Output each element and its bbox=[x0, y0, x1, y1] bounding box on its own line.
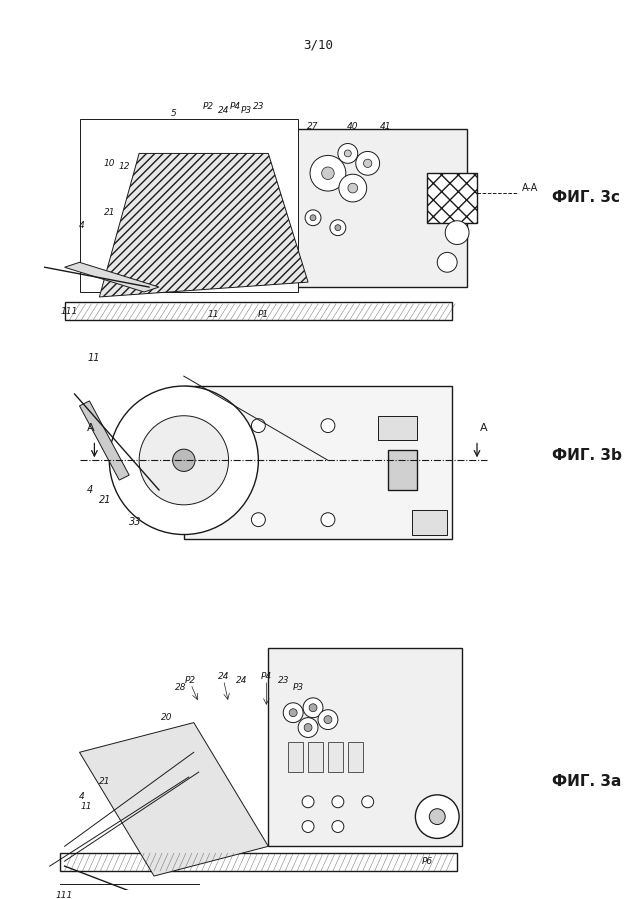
Bar bbox=[60, 853, 457, 871]
Bar bbox=[65, 302, 452, 320]
Bar bbox=[328, 743, 343, 772]
Circle shape bbox=[332, 796, 344, 807]
Text: P4: P4 bbox=[260, 672, 272, 681]
Text: 41: 41 bbox=[380, 122, 391, 131]
Bar bbox=[348, 743, 363, 772]
Circle shape bbox=[302, 796, 314, 807]
Text: 40: 40 bbox=[347, 122, 358, 131]
Circle shape bbox=[321, 419, 335, 432]
Bar bbox=[79, 119, 298, 292]
Text: 24: 24 bbox=[218, 672, 229, 681]
Circle shape bbox=[298, 717, 318, 737]
Polygon shape bbox=[65, 263, 159, 292]
Circle shape bbox=[364, 159, 372, 167]
Circle shape bbox=[356, 151, 380, 175]
Circle shape bbox=[348, 183, 358, 193]
Bar bbox=[184, 386, 452, 539]
Text: ФИГ. 3b: ФИГ. 3b bbox=[552, 448, 621, 463]
Circle shape bbox=[415, 795, 459, 839]
Bar bbox=[268, 129, 467, 287]
Circle shape bbox=[252, 419, 266, 432]
Text: P2: P2 bbox=[203, 102, 214, 111]
Text: 20: 20 bbox=[161, 713, 173, 722]
Circle shape bbox=[322, 167, 334, 180]
Polygon shape bbox=[79, 401, 129, 480]
Circle shape bbox=[139, 415, 228, 505]
Text: 3/10: 3/10 bbox=[303, 38, 333, 51]
Text: ФИГ. 3с: ФИГ. 3с bbox=[552, 191, 620, 206]
Text: 33: 33 bbox=[129, 517, 141, 527]
Text: 12: 12 bbox=[118, 162, 130, 171]
Circle shape bbox=[304, 724, 312, 732]
Text: P6: P6 bbox=[422, 857, 433, 866]
Circle shape bbox=[445, 221, 469, 245]
Circle shape bbox=[324, 716, 332, 724]
Circle shape bbox=[318, 709, 338, 729]
Polygon shape bbox=[99, 154, 308, 297]
Bar bbox=[388, 450, 417, 490]
Text: 11: 11 bbox=[208, 310, 220, 319]
Text: 4: 4 bbox=[79, 221, 84, 230]
Circle shape bbox=[303, 698, 323, 717]
Text: 23: 23 bbox=[278, 675, 289, 684]
Text: 11: 11 bbox=[88, 353, 100, 363]
Circle shape bbox=[310, 215, 316, 221]
Bar bbox=[378, 415, 417, 441]
Bar bbox=[412, 510, 447, 535]
Bar bbox=[268, 648, 462, 846]
Text: 24: 24 bbox=[218, 106, 229, 115]
Circle shape bbox=[429, 809, 445, 824]
Circle shape bbox=[305, 209, 321, 226]
Text: P2: P2 bbox=[185, 675, 196, 684]
Text: P3: P3 bbox=[241, 106, 252, 115]
Circle shape bbox=[335, 225, 341, 231]
Text: A: A bbox=[86, 423, 94, 432]
Circle shape bbox=[362, 796, 374, 807]
Text: 21: 21 bbox=[104, 209, 115, 218]
Bar bbox=[428, 174, 477, 223]
Bar bbox=[288, 743, 303, 772]
Text: 4: 4 bbox=[86, 485, 93, 495]
Circle shape bbox=[173, 450, 195, 471]
Text: 10: 10 bbox=[104, 159, 115, 168]
Text: 4: 4 bbox=[79, 792, 84, 801]
Circle shape bbox=[109, 386, 259, 535]
Circle shape bbox=[321, 512, 335, 527]
Circle shape bbox=[309, 704, 317, 712]
Circle shape bbox=[302, 821, 314, 832]
Circle shape bbox=[344, 150, 351, 157]
Text: 23: 23 bbox=[253, 102, 264, 111]
Text: P4: P4 bbox=[230, 102, 241, 111]
Circle shape bbox=[339, 174, 367, 202]
Text: 21: 21 bbox=[99, 778, 110, 787]
Text: A: A bbox=[480, 423, 488, 432]
Circle shape bbox=[284, 703, 303, 723]
Circle shape bbox=[332, 821, 344, 832]
Text: P1: P1 bbox=[258, 310, 269, 319]
Circle shape bbox=[338, 144, 358, 164]
Circle shape bbox=[289, 708, 297, 717]
Circle shape bbox=[437, 253, 457, 272]
Text: 28: 28 bbox=[175, 683, 187, 692]
Text: 111: 111 bbox=[56, 891, 73, 899]
Text: ФИГ. 3a: ФИГ. 3a bbox=[552, 774, 621, 789]
Text: P3: P3 bbox=[292, 683, 304, 692]
Text: A-A: A-A bbox=[522, 183, 538, 193]
Polygon shape bbox=[79, 723, 268, 876]
Text: 27: 27 bbox=[307, 122, 319, 131]
Circle shape bbox=[252, 512, 266, 527]
Bar bbox=[308, 743, 323, 772]
Text: 21: 21 bbox=[99, 494, 112, 505]
Circle shape bbox=[330, 219, 346, 236]
Text: 24: 24 bbox=[236, 675, 247, 684]
Text: 11: 11 bbox=[81, 802, 92, 811]
Text: 111: 111 bbox=[61, 307, 78, 316]
Text: 5: 5 bbox=[171, 110, 177, 119]
Circle shape bbox=[310, 156, 346, 191]
